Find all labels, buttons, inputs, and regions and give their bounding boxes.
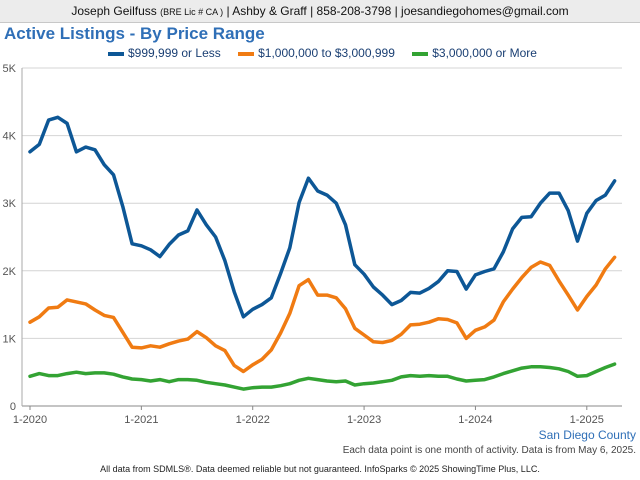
legend-label-high: $3,000,000 or More [432, 46, 537, 60]
legend-item-mid: $1,000,000 to $3,000,999 [238, 46, 395, 60]
legend-label-mid: $1,000,000 to $3,000,999 [258, 46, 395, 60]
header-bar: Joseph Geilfuss (BRE Lic # CA ) | Ashby … [0, 0, 640, 23]
x-tick-label: 1-2024 [458, 414, 492, 426]
x-tick-label: 1-2020 [13, 414, 47, 426]
series-line-mid [28, 255, 617, 374]
y-tick-label: 5K [3, 63, 17, 75]
legend-label-low: $999,999 or Less [128, 46, 221, 60]
y-tick-label: 0 [10, 401, 16, 413]
x-tick-label: 1-2021 [124, 414, 158, 426]
y-tick-label: 1K [3, 333, 17, 345]
legend-item-low: $999,999 or Less [108, 46, 221, 60]
region-label: San Diego County [538, 428, 636, 442]
y-tick-label: 3K [3, 198, 17, 210]
x-tick-label: 1-2025 [570, 414, 604, 426]
license-number: (BRE Lic # CA ) [160, 7, 224, 17]
series-line-low [28, 115, 617, 319]
agent-name: Joseph Geilfuss [71, 4, 157, 18]
x-tick-label: 1-2022 [236, 414, 270, 426]
series-line-high [28, 362, 617, 391]
y-tick-label: 4K [3, 131, 17, 143]
legend-swatch-high [412, 51, 429, 56]
y-tick-label: 2K [3, 266, 17, 278]
x-tick-label: 1-2023 [347, 414, 381, 426]
agent-contact: | Ashby & Graff | 858-208-3798 | joesand… [226, 4, 569, 18]
chart-legend: $999,999 or Less $1,000,000 to $3,000,99… [108, 46, 551, 60]
legend-swatch-mid [238, 51, 255, 56]
chart-title: Active Listings - By Price Range [4, 24, 265, 43]
data-note: Each data point is one month of activity… [342, 445, 636, 456]
footer-disclaimer: All data from SDMLS®. Data deemed reliab… [100, 464, 540, 474]
legend-item-high: $3,000,000 or More [412, 46, 537, 60]
legend-swatch-low [108, 51, 124, 56]
